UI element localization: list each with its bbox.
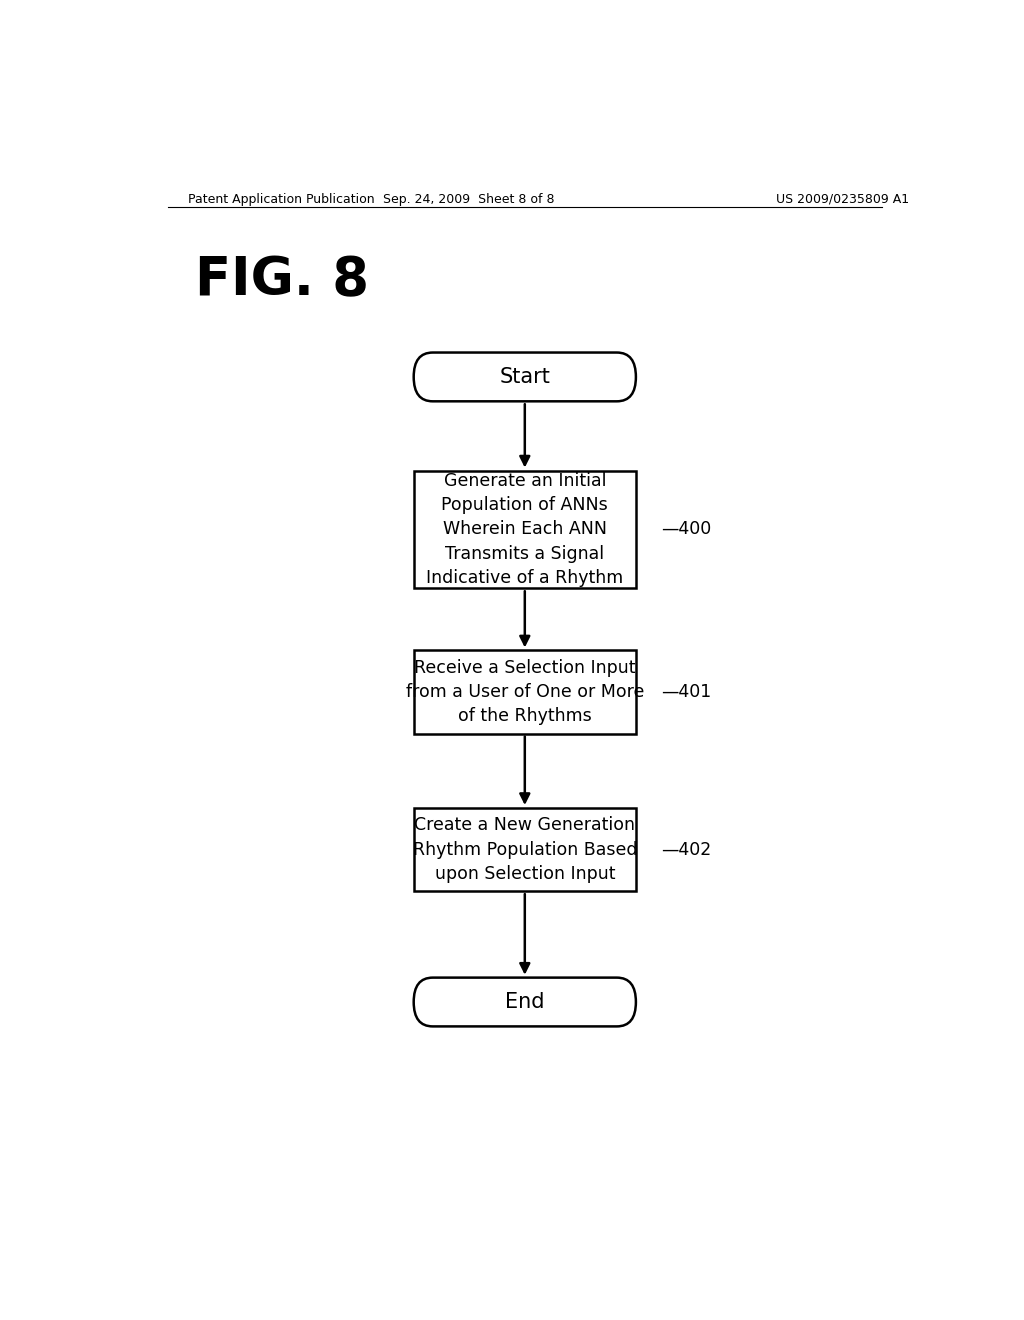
Text: —400: —400	[662, 520, 712, 539]
Text: —401: —401	[662, 682, 712, 701]
FancyBboxPatch shape	[414, 978, 636, 1027]
Text: Sep. 24, 2009  Sheet 8 of 8: Sep. 24, 2009 Sheet 8 of 8	[384, 193, 555, 206]
FancyBboxPatch shape	[414, 352, 636, 401]
Text: Start: Start	[500, 367, 550, 387]
FancyBboxPatch shape	[414, 651, 636, 734]
Text: US 2009/0235809 A1: US 2009/0235809 A1	[775, 193, 909, 206]
Text: Create a New Generation
Rhythm Population Based
upon Selection Input: Create a New Generation Rhythm Populatio…	[413, 816, 637, 883]
Text: Receive a Selection Input
from a User of One or More
of the Rhythms: Receive a Selection Input from a User of…	[406, 659, 644, 725]
Text: Patent Application Publication: Patent Application Publication	[187, 193, 374, 206]
FancyBboxPatch shape	[414, 808, 636, 891]
Text: End: End	[505, 993, 545, 1012]
Text: —402: —402	[662, 841, 712, 858]
FancyBboxPatch shape	[414, 471, 636, 587]
Text: FIG. 8: FIG. 8	[196, 255, 370, 306]
Text: Generate an Initial
Population of ANNs
Wherein Each ANN
Transmits a Signal
Indic: Generate an Initial Population of ANNs W…	[426, 471, 624, 587]
